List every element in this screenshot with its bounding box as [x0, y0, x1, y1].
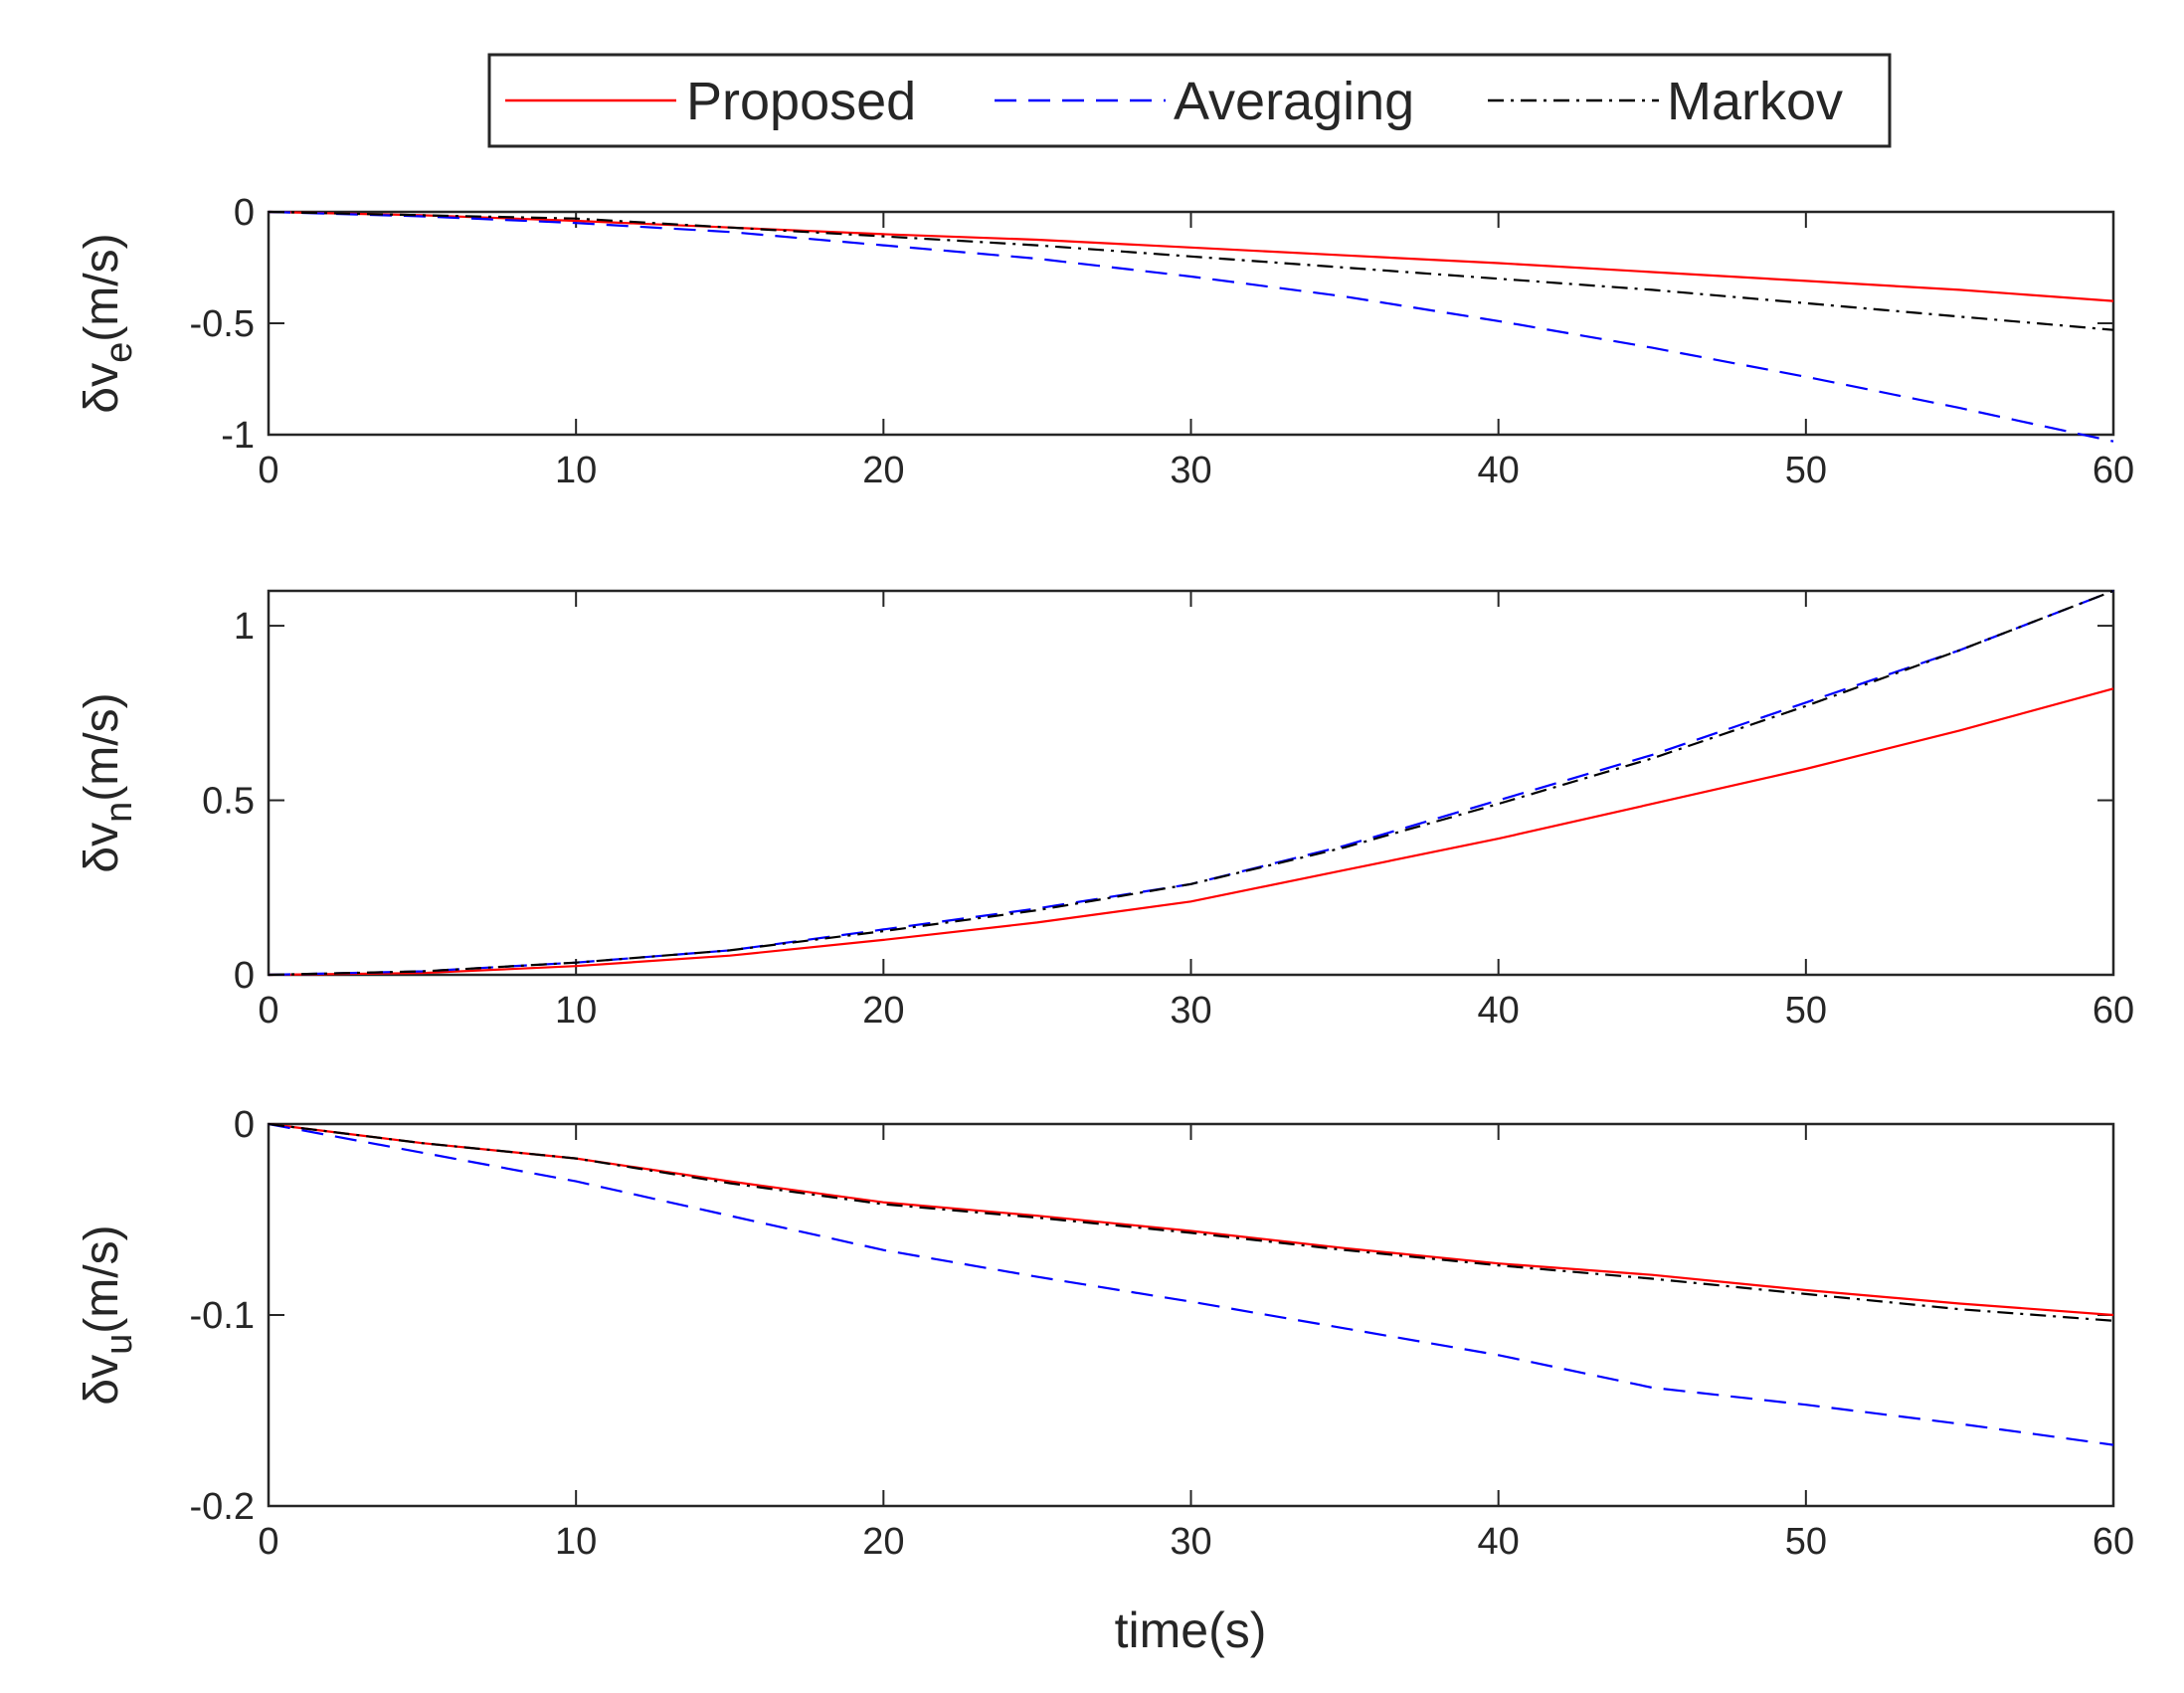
x-tick-label: 30 — [1170, 990, 1211, 1032]
x-tick-label: 0 — [258, 1521, 278, 1563]
x-tick-label: 20 — [862, 990, 904, 1032]
series-lines — [268, 210, 2114, 443]
x-tick-label: 0 — [258, 990, 278, 1032]
x-tick-label: 50 — [1785, 450, 1827, 491]
x-tick-label: 60 — [2093, 990, 2134, 1032]
y-tick-label: 1 — [234, 606, 255, 648]
y-tick-label: 0 — [234, 1104, 255, 1146]
y-axis-label: δvn(m/s) — [76, 692, 140, 872]
plot-area — [267, 589, 2115, 977]
legend-label-averaging: Averaging — [1174, 72, 1414, 131]
y-tick-label: -0.2 — [190, 1486, 255, 1528]
x-axis-label: time(s) — [1115, 1602, 1267, 1658]
x-tick-label: 10 — [555, 1521, 597, 1563]
x-axis: 0 10 20 30 40 50 60 — [258, 591, 2134, 1032]
series-lines — [268, 589, 2114, 977]
series-line-markov — [268, 1122, 2114, 1322]
series-line-markov — [268, 589, 2114, 977]
subplot-vn: 0 10 20 30 40 50 60 00.51 δvn(m/s) — [76, 589, 2134, 1032]
x-axis: 0 10 20 30 40 50 60 — [258, 212, 2134, 491]
x-tick-label: 60 — [2093, 1521, 2134, 1563]
y-tick-label: -0.5 — [190, 303, 255, 345]
y-axis: 0 -0.1 -0.2 — [190, 1104, 2113, 1528]
x-tick-label: 0 — [258, 450, 278, 491]
x-tick-label: 40 — [1478, 990, 1520, 1032]
x-tick-label: 20 — [862, 450, 904, 491]
series-line-averaging — [268, 1122, 2114, 1446]
plot-area — [267, 1122, 2115, 1508]
series-line-averaging — [268, 210, 2114, 443]
y-tick-label: -1 — [221, 415, 255, 457]
y-tick-label: 0 — [234, 192, 255, 234]
x-axis: 0 10 20 30 40 50 60 — [258, 1124, 2134, 1563]
subplot-vu: 0 10 20 30 40 50 60 0 -0.1 -0.2 δvu(m/s) time(s) — [76, 1104, 2134, 1658]
x-tick-label: 50 — [1785, 990, 1827, 1032]
x-tick-label: 10 — [555, 450, 597, 491]
y-tick-label: -0.1 — [190, 1295, 255, 1337]
series-line-proposed — [268, 210, 2114, 302]
x-tick-label: 30 — [1170, 450, 1211, 491]
legend-label-proposed: Proposed — [686, 72, 916, 131]
x-tick-label: 40 — [1478, 1521, 1520, 1563]
legend: Proposed Averaging Markov — [487, 53, 1892, 148]
series-lines — [268, 1122, 2114, 1446]
x-tick-label: 50 — [1785, 1521, 1827, 1563]
x-tick-label: 10 — [555, 990, 597, 1032]
x-tick-label: 60 — [2093, 450, 2134, 491]
x-tick-label: 30 — [1170, 1521, 1211, 1563]
x-tick-label: 40 — [1478, 450, 1520, 491]
series-line-proposed — [268, 687, 2114, 977]
y-axis: 0 -0.5 -1 — [190, 192, 2113, 457]
y-tick-label: 0.5 — [202, 781, 255, 823]
y-tick-label: 0 — [234, 955, 255, 997]
x-tick-label: 20 — [862, 1521, 904, 1563]
plot-area — [267, 210, 2115, 437]
subplot-ve: 0 10 20 30 40 50 60 0 -0.5 -1 δve(m/s) — [76, 192, 2134, 491]
series-line-markov — [268, 210, 2114, 331]
y-axis-label: δve(m/s) — [76, 233, 140, 413]
legend-label-markov: Markov — [1667, 72, 1843, 131]
y-axis-label: δvu(m/s) — [76, 1224, 140, 1405]
y-axis: 00.51 — [202, 606, 2113, 997]
